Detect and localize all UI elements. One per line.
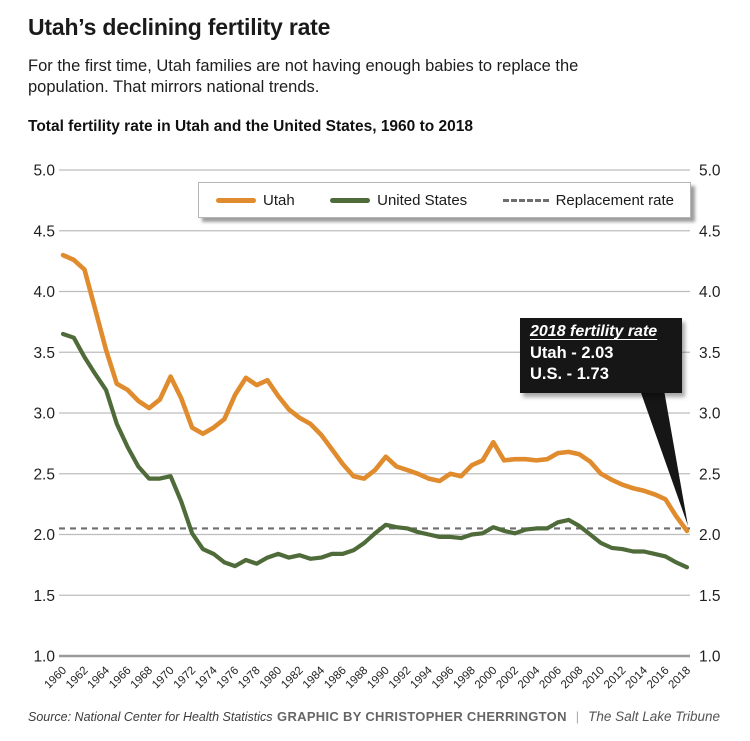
callout-us-value: U.S. - 1.73 xyxy=(530,364,609,383)
x-tick-label: 1978 xyxy=(236,665,263,692)
graphic-credit: GRAPHIC BY CHRISTOPHER CHERRINGTON xyxy=(277,709,567,724)
y-tick-label-right: 1.0 xyxy=(699,649,721,666)
legend-item-united-states: United States xyxy=(330,192,467,209)
x-tick-label: 1984 xyxy=(301,664,328,691)
x-tick-label: 1960 xyxy=(43,665,70,692)
x-tick-label: 1964 xyxy=(86,664,113,691)
utah-line xyxy=(60,252,690,534)
y-tick-label-left: 4.5 xyxy=(33,223,55,240)
y-tick-label-right: 4.5 xyxy=(699,223,721,240)
x-tick-label: 2018 xyxy=(667,665,694,692)
x-tick-label: 1968 xyxy=(129,665,156,692)
x-tick-label: 2008 xyxy=(559,665,586,692)
x-tick-label: 1970 xyxy=(150,665,177,692)
y-tick-label-right: 3.0 xyxy=(699,406,721,423)
callout-tail xyxy=(640,390,688,526)
legend-label-replacement-rate: Replacement rate xyxy=(555,191,674,209)
y-tick-label-right: 1.5 xyxy=(699,588,721,605)
legend: Utah United States Replacement rate xyxy=(198,182,691,218)
y-tick-label-left: 3.5 xyxy=(33,345,55,362)
x-tick-label: 1988 xyxy=(344,665,371,692)
x-tick-label: 2010 xyxy=(580,665,607,692)
utah-line-swatch-icon xyxy=(216,197,256,203)
x-tick-label: 1976 xyxy=(215,665,242,692)
y-tick-label-left: 2.0 xyxy=(33,527,55,544)
x-tick-label: 1998 xyxy=(451,665,478,692)
page-title: Utah’s declining fertility rate xyxy=(28,14,331,40)
x-tick-label: 2014 xyxy=(624,664,651,691)
x-tick-label: 1992 xyxy=(387,665,414,692)
chart-title: Total fertility rate in Utah and the Uni… xyxy=(28,118,474,135)
y-tick-label-right: 4.0 xyxy=(699,284,721,301)
y-tick-label-right: 3.5 xyxy=(699,345,721,362)
replacement-rate-swatch-icon xyxy=(502,198,549,202)
source-note: Source: National Center for Health Stati… xyxy=(28,710,273,724)
us-line-swatch-icon xyxy=(330,197,371,203)
legend-item-utah: Utah xyxy=(216,192,295,209)
x-tick-label: 2004 xyxy=(516,664,543,691)
x-tick-label: 1962 xyxy=(64,665,91,692)
x-tick-label: 1980 xyxy=(258,665,285,692)
x-tick-label: 1974 xyxy=(193,664,220,691)
y-tick-label-left: 1.5 xyxy=(33,588,55,605)
x-tick-label: 1996 xyxy=(430,665,457,692)
y-tick-label-right: 2.0 xyxy=(699,527,721,544)
x-tick-label: 1982 xyxy=(279,665,306,692)
x-tick-label: 2016 xyxy=(645,665,672,692)
callout-2018-fertility: 2018 fertility rate Utah - 2.03 U.S. - 1… xyxy=(520,318,682,393)
y-tick-label-right: 2.5 xyxy=(699,466,721,483)
x-tick-label: 1994 xyxy=(408,664,435,691)
x-tick-label: 1986 xyxy=(322,665,349,692)
callout-title: 2018 fertility rate xyxy=(530,323,658,340)
us-line xyxy=(60,331,690,570)
publication-name: The Salt Lake Tribune xyxy=(588,709,720,724)
x-tick-label: 1990 xyxy=(365,665,392,692)
legend-label-utah: Utah xyxy=(263,191,295,209)
y-tick-label-left: 5.0 xyxy=(33,163,55,180)
y-tick-label-left: 1.0 xyxy=(33,649,55,666)
x-tick-label: 1966 xyxy=(107,665,134,692)
legend-item-replacement-rate: Replacement rate xyxy=(502,191,674,209)
x-tick-label: 2002 xyxy=(494,665,521,692)
credit-divider: | xyxy=(575,709,580,724)
x-tick-label: 2012 xyxy=(602,665,629,692)
x-tick-label: 1972 xyxy=(172,665,199,692)
x-tick-label: 2006 xyxy=(537,665,564,692)
x-tick-label: 2000 xyxy=(473,665,500,692)
credit-block: GRAPHIC BY CHRISTOPHER CHERRINGTON | The… xyxy=(277,709,720,724)
legend-label-united-states: United States xyxy=(377,191,468,209)
y-tick-label-left: 4.0 xyxy=(33,284,55,301)
y-tick-label-right: 5.0 xyxy=(699,163,721,180)
callout-utah-value: Utah - 2.03 xyxy=(530,344,614,362)
y-tick-label-left: 3.0 xyxy=(33,406,55,423)
subtitle: For the first time, Utah families are no… xyxy=(28,57,579,97)
y-tick-label-left: 2.5 xyxy=(33,466,55,483)
